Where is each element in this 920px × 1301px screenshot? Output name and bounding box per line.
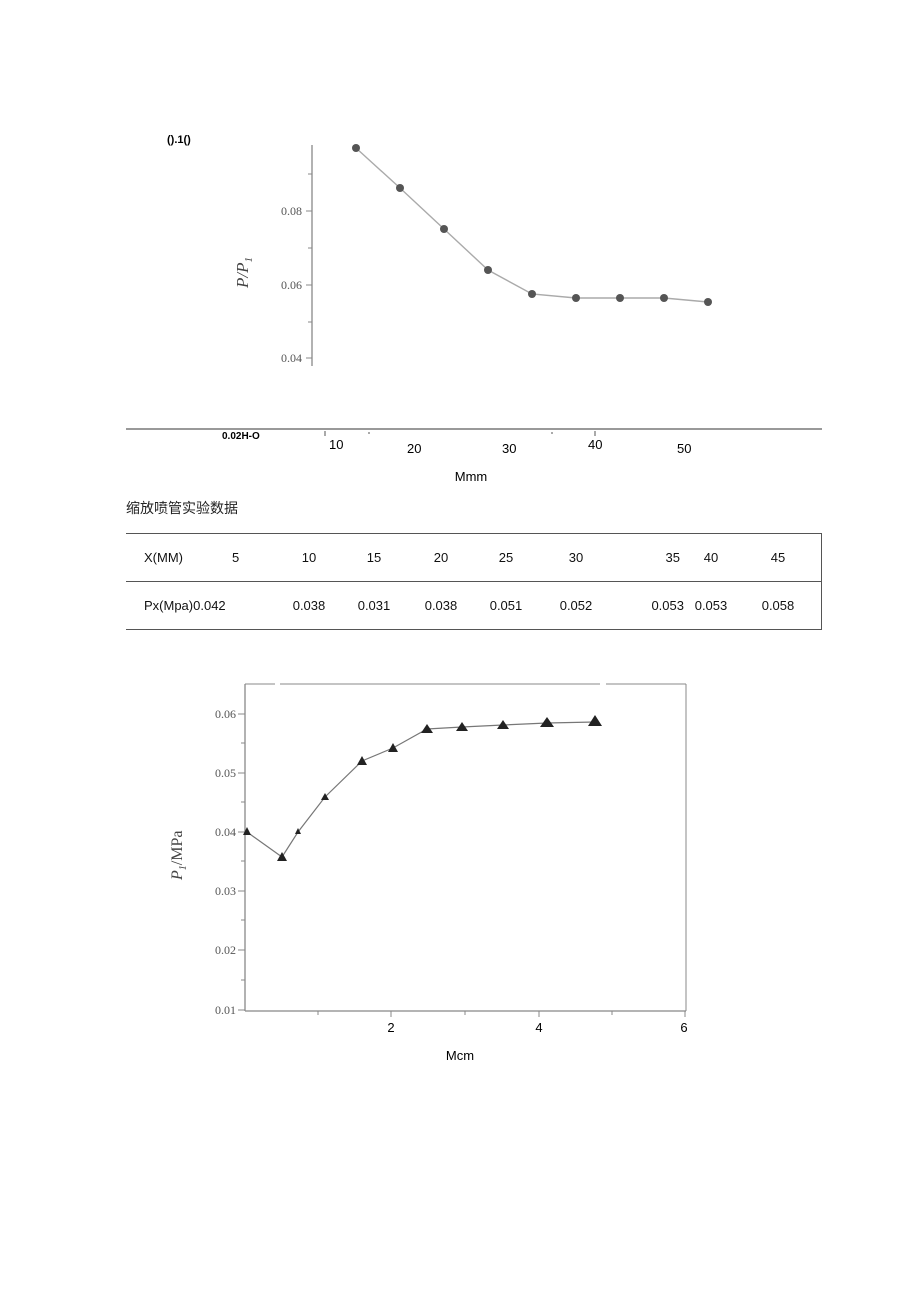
chart2-y-label: P1/MPa [169,831,189,881]
chart2-y-tick: 0.02 [215,943,236,957]
table-cell: X(MM) [144,550,183,565]
table-cell: 45 [770,550,786,565]
chart-pressure-mpa: 0.06 0.05 0.04 0.03 0.02 0.01 P1/MPa 2 4… [169,683,688,1063]
chart2-x-label: Mcm [446,1048,474,1063]
table-cell: 15 [366,550,382,565]
chart1-x-label: Mmm [455,469,488,484]
chart1-x-origin-label: 0.02H-O [222,431,260,442]
table-cell: 20 [433,550,449,565]
chart1-x-tick: 30 [502,441,516,456]
table-cell: 0.038 [424,598,458,613]
chart2-markers [243,715,602,861]
chart1-y-tick: 0.04 [281,351,302,365]
table-header-row: X(MM) 5 10 15 20 25 30 35 40 45 [126,533,822,582]
chart-pressure-ratio: ().1() 0.08 0.06 0.04 P/P1 0.02H-O 10 20 [126,134,822,484]
chart2-y-tick: 0.05 [215,766,236,780]
chart2-y-tick: 0.01 [215,1003,236,1017]
chart1-x-tick: 10 [329,437,343,452]
table-cell: 0.031 [357,598,391,613]
table-cell: 40 [703,550,719,565]
chart2-x-tick: 2 [387,1020,394,1035]
table-cell: 5 [232,550,240,565]
chart2-x-tick: 6 [680,1020,687,1035]
chart1-x-tick: 40 [588,437,602,452]
table-cell: 35 [665,550,680,565]
table-cell: 0.053 [651,598,684,613]
chart1-corner-label: ().1() [167,134,191,146]
chart2-y-tick: 0.04 [215,825,236,839]
table-cell: 0.051 [489,598,523,613]
table-caption: 缩放喷管实验数据 [126,500,238,516]
table-row: Px(Mpa)0.042 0.038 0.031 0.038 0.051 0.0… [126,581,822,630]
table-cell: 0.053 [694,598,728,613]
table-cell: 10 [301,550,317,565]
chart2-series-line [246,721,596,858]
chart2-y-tick: 0.03 [215,884,236,898]
table-cell: Px(Mpa)0.042 [144,598,226,613]
experiment-data-table: X(MM) 5 10 15 20 25 30 35 40 45 Px(Mpa)0… [126,533,822,630]
chart1-x-tick: 20 [407,441,421,456]
chart1-y-tick: 0.06 [281,278,302,292]
table-right-border [821,533,822,630]
table-cell: 30 [568,550,584,565]
table-cell: 25 [498,550,514,565]
table-cell: 0.052 [559,598,593,613]
chart2-y-tick: 0.06 [215,707,236,721]
chart1-series-line [355,147,709,303]
chart1-markers [352,144,712,306]
chart1-x-tick: 50 [677,441,691,456]
table-cell: 0.038 [292,598,326,613]
chart1-y-label: P/P1 [233,257,255,289]
chart2-x-tick: 4 [535,1020,542,1035]
table-cell: 0.058 [761,598,795,613]
chart1-y-tick: 0.08 [281,204,302,218]
